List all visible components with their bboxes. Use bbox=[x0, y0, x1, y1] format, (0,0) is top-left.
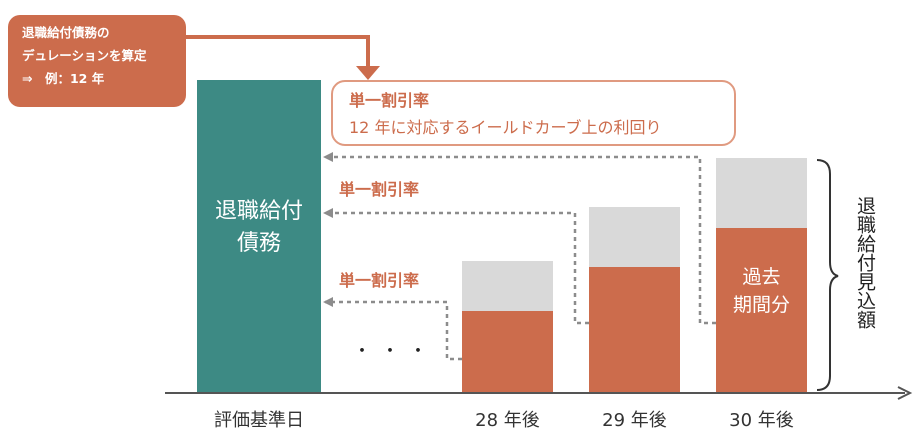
callout-connector-arrowhead bbox=[356, 66, 380, 80]
duration-callout: 退職給付債務の デュレーションを算定 ⇒ 例：12 年 bbox=[8, 15, 186, 107]
liability-label-line-1: 退職給付 bbox=[214, 199, 303, 224]
bar-29-gray bbox=[589, 207, 680, 267]
projected-benefit-brace bbox=[816, 159, 839, 391]
x-label-valuation-date: 評価基準日 bbox=[214, 410, 304, 431]
past-service-line-2: 期間分 bbox=[732, 294, 790, 316]
x-label-28-years: 28 年後 bbox=[475, 410, 540, 431]
liability-bar bbox=[197, 80, 321, 392]
x-axis-arrowhead bbox=[897, 386, 913, 400]
bar-30-orange bbox=[716, 228, 807, 392]
callout-connector-line bbox=[186, 35, 370, 70]
discount-arrow-30 bbox=[323, 152, 716, 325]
bar-29-orange bbox=[589, 267, 680, 392]
rate-box-subtitle: 12 年に対応するイールドカーブ上の利回り bbox=[349, 118, 662, 137]
bar-28-gray bbox=[462, 261, 553, 311]
x-label-29-years: 29 年後 bbox=[602, 410, 667, 431]
callout-line-2: デュレーションを算定 bbox=[22, 48, 147, 63]
discount-arrow-29 bbox=[323, 208, 589, 325]
rate-label-29: 単一割引率 bbox=[339, 180, 420, 199]
callout-line-1: 退職給付債務の bbox=[22, 25, 110, 40]
projected-benefit-label: 退職給付見込額 bbox=[854, 196, 876, 329]
liability-label-line-2: 債務 bbox=[236, 231, 281, 256]
x-label-30-years: 30 年後 bbox=[729, 410, 794, 431]
bar-28-orange bbox=[462, 311, 553, 392]
ellipsis: ・・・ bbox=[353, 341, 437, 362]
past-service-label: 過去 期間分 bbox=[716, 263, 807, 319]
rate-label-28: 単一割引率 bbox=[339, 271, 420, 290]
liability-bar-label: 退職給付 債務 bbox=[197, 196, 321, 260]
discount-arrow-28 bbox=[323, 297, 462, 361]
single-discount-rate-box: 単一割引率 12 年に対応するイールドカーブ上の利回り bbox=[331, 80, 736, 146]
callout-line-3: ⇒ 例：12 年 bbox=[22, 71, 105, 86]
bar-30-gray bbox=[716, 158, 807, 228]
past-service-line-1: 過去 bbox=[742, 266, 781, 288]
rate-box-title: 単一割引率 bbox=[349, 91, 430, 110]
